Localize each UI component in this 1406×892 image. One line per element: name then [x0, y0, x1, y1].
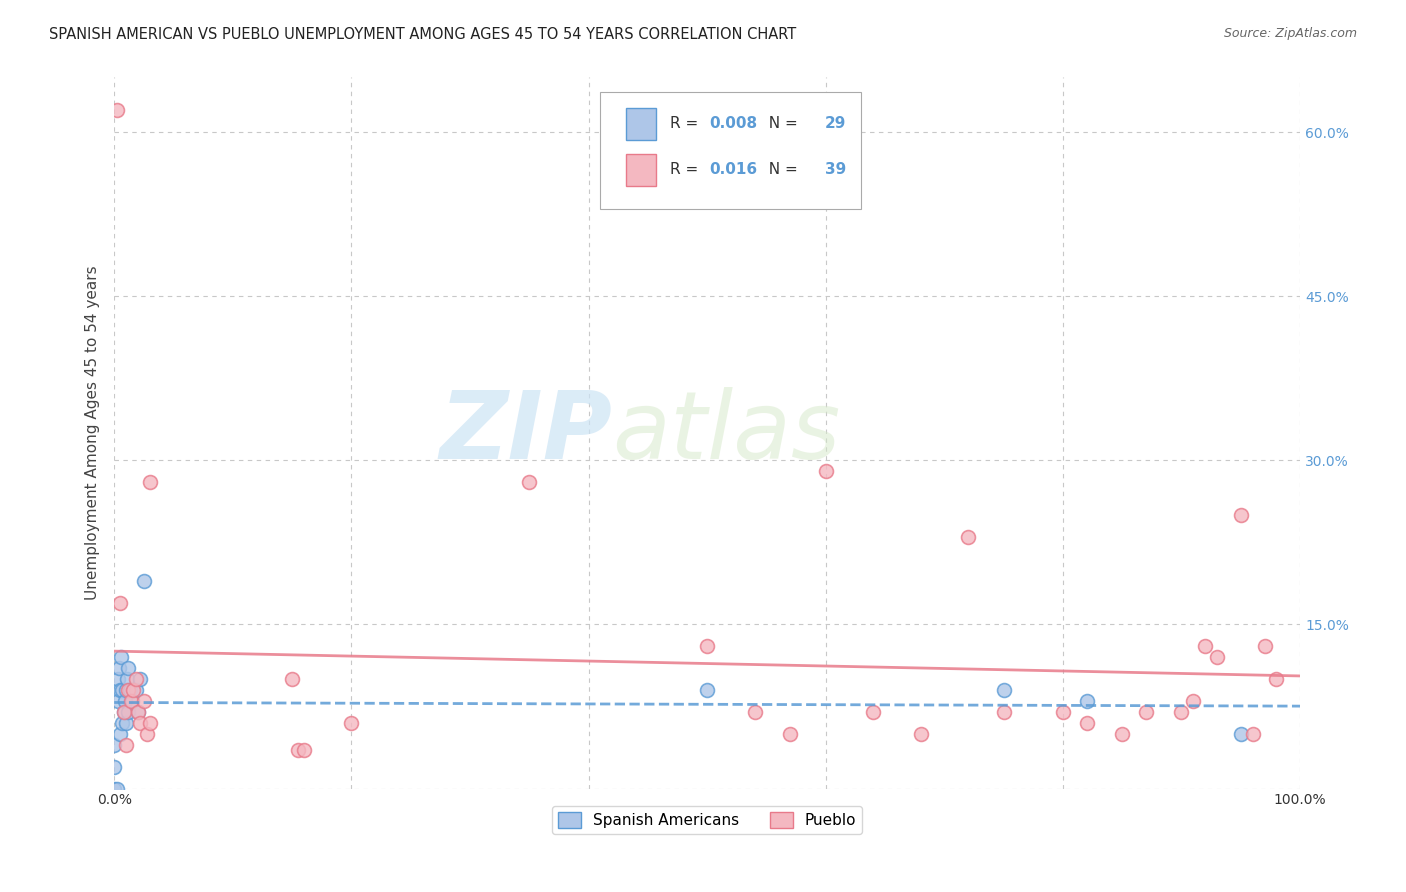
Point: [127, 705, 149, 719]
Point: [107, 694, 129, 708]
Point: [105, 103, 128, 118]
Point: [112, 705, 135, 719]
Point: [993, 705, 1015, 719]
Point: [108, 727, 131, 741]
Point: [107, 672, 129, 686]
Point: [1076, 715, 1098, 730]
Point: [1241, 727, 1264, 741]
Point: [1265, 672, 1288, 686]
Point: [814, 464, 837, 478]
Point: [114, 694, 136, 708]
Point: [105, 781, 128, 796]
Point: [124, 672, 146, 686]
Point: [287, 743, 309, 757]
Point: [696, 640, 718, 654]
Point: [136, 727, 159, 741]
Point: [993, 683, 1015, 698]
Point: [139, 715, 162, 730]
Point: [910, 727, 932, 741]
Point: [1111, 727, 1133, 741]
Point: [1206, 650, 1229, 665]
Text: 0.008: 0.008: [710, 116, 758, 131]
FancyBboxPatch shape: [600, 92, 862, 209]
Point: [115, 683, 138, 698]
Bar: [627, 154, 657, 186]
Point: [103, 781, 125, 796]
Point: [111, 715, 134, 730]
Point: [129, 715, 152, 730]
Point: [112, 705, 135, 719]
Point: [115, 715, 138, 730]
Point: [1229, 508, 1251, 522]
Point: [696, 683, 718, 698]
Point: [1135, 705, 1157, 719]
Point: [139, 475, 162, 490]
Point: [111, 683, 134, 698]
Point: [132, 694, 155, 708]
Point: [117, 661, 139, 675]
Text: SPANISH AMERICAN VS PUEBLO UNEMPLOYMENT AMONG AGES 45 TO 54 YEARS CORRELATION CH: SPANISH AMERICAN VS PUEBLO UNEMPLOYMENT …: [49, 27, 796, 42]
Point: [108, 683, 131, 698]
Point: [117, 705, 139, 719]
Point: [115, 738, 138, 752]
Point: [1170, 705, 1192, 719]
Y-axis label: Unemployment Among Ages 45 to 54 years: Unemployment Among Ages 45 to 54 years: [86, 266, 100, 600]
Point: [1182, 694, 1205, 708]
Point: [122, 683, 145, 698]
Point: [103, 738, 125, 752]
Point: [744, 705, 766, 719]
Point: [957, 530, 980, 544]
Point: [118, 683, 141, 698]
Point: [129, 672, 152, 686]
Point: [862, 705, 884, 719]
Point: [1194, 640, 1216, 654]
Point: [1253, 640, 1275, 654]
Point: [108, 661, 131, 675]
Bar: [627, 108, 657, 140]
Point: [124, 683, 146, 698]
Point: [127, 705, 149, 719]
Point: [117, 683, 139, 698]
Text: 0.016: 0.016: [710, 162, 758, 178]
Text: N =: N =: [759, 162, 803, 178]
Text: R =: R =: [671, 116, 703, 131]
Point: [1229, 727, 1251, 741]
Point: [779, 727, 801, 741]
Point: [340, 715, 363, 730]
Text: atlas: atlas: [612, 387, 841, 478]
Text: 39: 39: [824, 162, 846, 178]
Point: [108, 596, 131, 610]
Text: R =: R =: [671, 162, 703, 178]
Point: [517, 475, 540, 490]
Point: [281, 672, 304, 686]
Text: 29: 29: [824, 116, 846, 131]
Text: N =: N =: [759, 116, 803, 131]
Point: [292, 743, 315, 757]
Point: [121, 694, 143, 708]
Point: [115, 672, 138, 686]
Text: ZIP: ZIP: [440, 387, 612, 479]
Point: [1052, 705, 1074, 719]
Point: [120, 694, 142, 708]
Legend: Spanish Americans, Pueblo: Spanish Americans, Pueblo: [551, 806, 862, 834]
Point: [132, 574, 155, 588]
Text: Source: ZipAtlas.com: Source: ZipAtlas.com: [1223, 27, 1357, 40]
Point: [103, 759, 125, 773]
Point: [1076, 694, 1098, 708]
Point: [110, 650, 132, 665]
